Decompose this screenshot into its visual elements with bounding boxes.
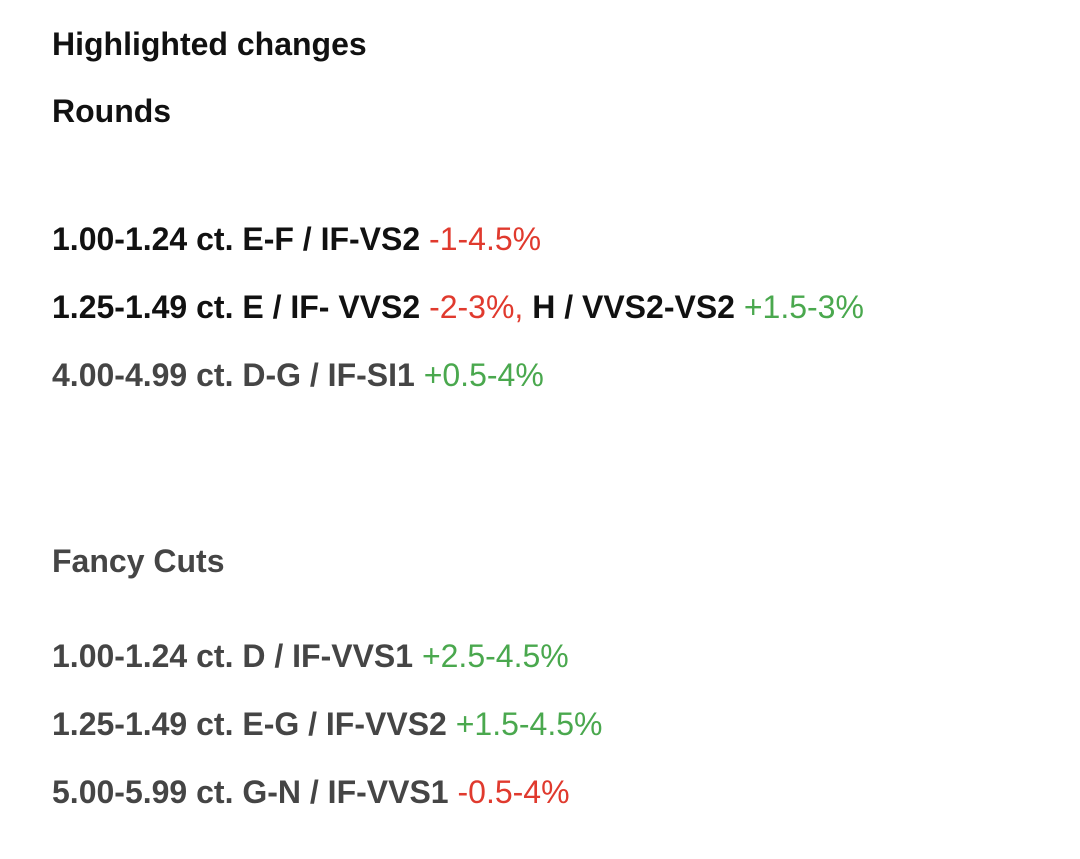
rounds-row-spec: 4.00-4.99 ct. D-G / IF-SI1 <box>52 357 415 393</box>
rounds-row-change: -1-4.5% <box>429 221 542 257</box>
fancy-row-spec: 1.25-1.49 ct. E-G / IF-VVS2 <box>52 706 447 742</box>
fancy-row-change: +1.5-4.5% <box>455 706 603 742</box>
fancy-cuts-heading: Fancy Cuts <box>52 543 225 579</box>
rounds-row-change: -2-3%, <box>429 289 524 325</box>
rounds-row: 1.00-1.24 ct. E-F / IF-VS2 -1-4.5% <box>52 219 541 259</box>
rounds-row-spec: 1.25-1.49 ct. E / IF- VVS2 <box>52 289 421 325</box>
rounds-row: 1.25-1.49 ct. E / IF- VVS2 -2-3%, H / VV… <box>52 287 864 327</box>
fancy-row: 5.00-5.99 ct. G-N / IF-VVS1 -0.5-4% <box>52 772 570 812</box>
rounds-heading: Rounds <box>52 93 172 129</box>
rounds-row-change-secondary: +1.5-3% <box>743 289 864 325</box>
fancy-row-change: +2.5-4.5% <box>421 638 569 674</box>
rounds-row-spec-secondary: H / VVS2-VS2 <box>532 289 735 325</box>
fancy-row-spec: 1.00-1.24 ct. D / IF-VVS1 <box>52 638 414 674</box>
rounds-row-change: +0.5-4% <box>423 357 544 393</box>
rounds-row: 4.00-4.99 ct. D-G / IF-SI1 +0.5-4% <box>52 355 544 395</box>
document-title: Highlighted changes <box>52 26 367 62</box>
fancy-row: 1.00-1.24 ct. D / IF-VVS1 +2.5-4.5% <box>52 636 569 676</box>
fancy-row: 1.25-1.49 ct. E-G / IF-VVS2 +1.5-4.5% <box>52 704 602 744</box>
fancy-row-spec: 5.00-5.99 ct. G-N / IF-VVS1 <box>52 774 449 810</box>
rounds-row-spec: 1.00-1.24 ct. E-F / IF-VS2 <box>52 221 421 257</box>
fancy-row-change: -0.5-4% <box>457 774 570 810</box>
